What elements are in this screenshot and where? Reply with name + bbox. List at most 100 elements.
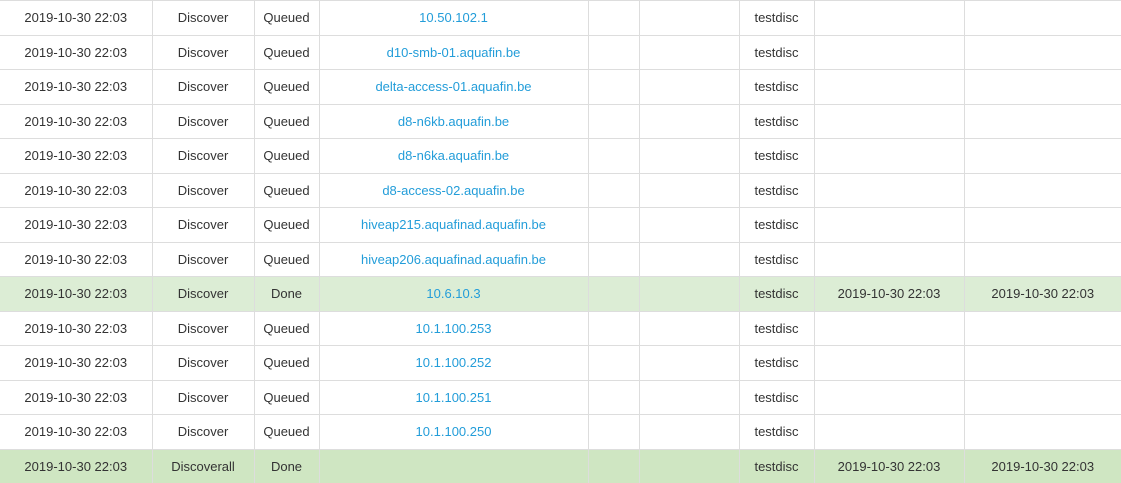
table-row: 2019-10-30 22:03 Discover Queued 10.1.100.2…	[0, 310, 1121, 346]
cell-queued-timestamp: 2019-10-30 22:03	[0, 345, 152, 380]
target-link[interactable]: hiveap206.aquafinad.aquafin.be	[360, 251, 547, 267]
cell-target: hiveap215.aquafinad.aquafin.be	[318, 207, 588, 242]
cell-status: Queued	[253, 207, 319, 242]
target-link[interactable]: hiveap215.aquafinad.aquafin.be	[360, 217, 547, 233]
target-link[interactable]: 10.6.10.3	[426, 286, 481, 302]
cell-user: testdisc	[738, 276, 814, 311]
cell-target: delta-access-01.aquafin.be	[318, 69, 588, 104]
cell-finished-timestamp	[963, 172, 1121, 208]
target-link[interactable]: 10.50.102.1	[419, 10, 488, 26]
cell-empty-1	[587, 379, 639, 415]
cell-status: Queued	[253, 241, 319, 277]
cell-started-timestamp	[813, 0, 964, 35]
cell-started-timestamp	[813, 138, 964, 173]
cell-user: testdisc	[738, 138, 814, 173]
cell-target	[318, 448, 588, 483]
cell-action: Discover	[151, 207, 254, 242]
target-link[interactable]: 10.1.100.252	[415, 355, 492, 371]
cell-status: Queued	[253, 103, 319, 139]
cell-action: Discover	[151, 34, 254, 70]
cell-target: d8-n6kb.aquafin.be	[318, 103, 588, 139]
cell-target: 10.1.100.250	[318, 414, 588, 449]
cell-queued-timestamp: 2019-10-30 22:03	[0, 379, 152, 415]
cell-user: testdisc	[738, 69, 814, 104]
cell-finished-timestamp	[963, 207, 1121, 242]
cell-empty-2	[638, 138, 739, 173]
cell-user: testdisc	[738, 103, 814, 139]
cell-user: testdisc	[738, 414, 814, 449]
target-link[interactable]: d8-n6ka.aquafin.be	[397, 148, 510, 164]
cell-status: Queued	[253, 414, 319, 449]
cell-action: Discover	[151, 276, 254, 311]
cell-finished-timestamp	[963, 414, 1121, 449]
cell-target: 10.50.102.1	[318, 0, 588, 35]
cell-empty-1	[587, 310, 639, 346]
table-row: 2019-10-30 22:03 Discover Queued hiveap206.…	[0, 241, 1121, 277]
cell-queued-timestamp: 2019-10-30 22:03	[0, 34, 152, 70]
cell-user: testdisc	[738, 207, 814, 242]
cell-queued-timestamp: 2019-10-30 22:03	[0, 414, 152, 449]
cell-target: d8-n6ka.aquafin.be	[318, 138, 588, 173]
cell-user: testdisc	[738, 241, 814, 277]
cell-empty-1	[587, 448, 639, 483]
cell-started-timestamp	[813, 103, 964, 139]
cell-status: Queued	[253, 69, 319, 104]
cell-action: Discover	[151, 0, 254, 35]
cell-target: d8-access-02.aquafin.be	[318, 172, 588, 208]
cell-empty-1	[587, 0, 639, 35]
target-link[interactable]: 10.1.100.250	[415, 424, 492, 440]
table-row: 2019-10-30 22:03 Discoverall Done testdisc 2…	[0, 448, 1121, 483]
cell-action: Discover	[151, 241, 254, 277]
cell-finished-timestamp	[963, 379, 1121, 415]
cell-user: testdisc	[738, 345, 814, 380]
cell-started-timestamp: 2019-10-30 22:03	[813, 448, 964, 483]
target-link[interactable]: delta-access-01.aquafin.be	[375, 79, 532, 95]
table-row: 2019-10-30 22:03 Discover Queued hiveap215.…	[0, 207, 1121, 242]
cell-empty-1	[587, 103, 639, 139]
cell-action: Discover	[151, 138, 254, 173]
cell-empty-1	[587, 414, 639, 449]
cell-empty-2	[638, 0, 739, 35]
cell-status: Done	[253, 448, 319, 483]
cell-status: Queued	[253, 172, 319, 208]
target-link[interactable]: 10.1.100.251	[415, 389, 492, 405]
target-link[interactable]: d8-access-02.aquafin.be	[382, 182, 525, 198]
cell-empty-2	[638, 448, 739, 483]
cell-started-timestamp: 2019-10-30 22:03	[813, 276, 964, 311]
table-row: 2019-10-30 22:03 Discover Queued 10.50.102.…	[0, 0, 1121, 35]
table-row: 2019-10-30 22:03 Discover Queued d8-n6ka.aq…	[0, 138, 1121, 173]
cell-started-timestamp	[813, 379, 964, 415]
cell-target: 10.6.10.3	[318, 276, 588, 311]
cell-queued-timestamp: 2019-10-30 22:03	[0, 241, 152, 277]
cell-empty-2	[638, 172, 739, 208]
cell-finished-timestamp	[963, 310, 1121, 346]
cell-empty-2	[638, 310, 739, 346]
cell-finished-timestamp: 2019-10-30 22:03	[963, 448, 1121, 483]
cell-queued-timestamp: 2019-10-30 22:03	[0, 448, 152, 483]
target-link[interactable]: d10-smb-01.aquafin.be	[386, 44, 521, 60]
cell-status: Queued	[253, 138, 319, 173]
cell-queued-timestamp: 2019-10-30 22:03	[0, 172, 152, 208]
cell-queued-timestamp: 2019-10-30 22:03	[0, 207, 152, 242]
target-link[interactable]: 10.1.100.253	[415, 320, 492, 336]
cell-empty-2	[638, 276, 739, 311]
target-link[interactable]: d8-n6kb.aquafin.be	[397, 113, 510, 129]
cell-user: testdisc	[738, 172, 814, 208]
table-row: 2019-10-30 22:03 Discover Queued 10.1.100.2…	[0, 414, 1121, 449]
cell-status: Queued	[253, 345, 319, 380]
table-row: 2019-10-30 22:03 Discover Queued d8-n6kb.aq…	[0, 103, 1121, 139]
cell-started-timestamp	[813, 345, 964, 380]
cell-started-timestamp	[813, 172, 964, 208]
cell-user: testdisc	[738, 448, 814, 483]
cell-empty-1	[587, 207, 639, 242]
cell-finished-timestamp	[963, 138, 1121, 173]
cell-status: Done	[253, 276, 319, 311]
cell-action: Discover	[151, 379, 254, 415]
cell-action: Discoverall	[151, 448, 254, 483]
cell-status: Queued	[253, 34, 319, 70]
cell-empty-2	[638, 207, 739, 242]
table-row: 2019-10-30 22:03 Discover Queued 10.1.100.2…	[0, 345, 1121, 380]
cell-finished-timestamp	[963, 34, 1121, 70]
